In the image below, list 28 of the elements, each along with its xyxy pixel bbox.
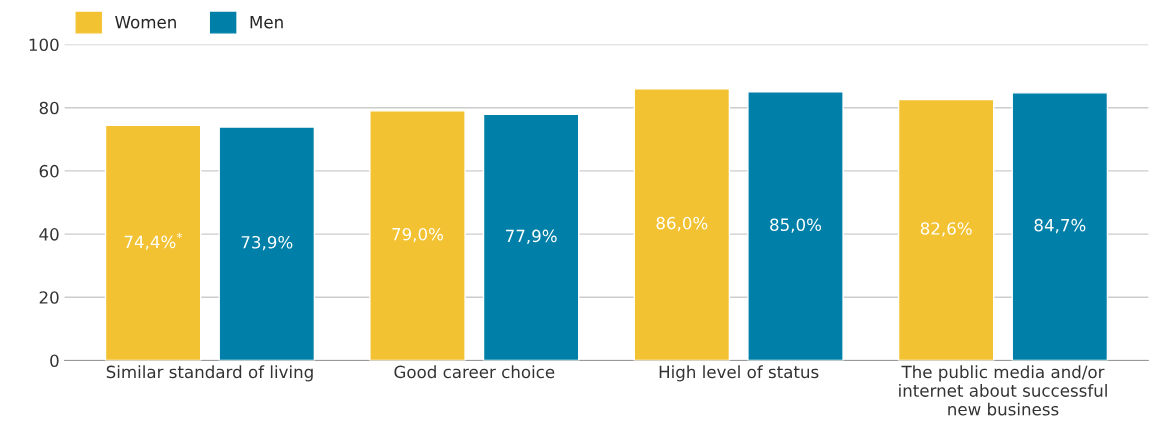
x-tick-label: Similar standard of living bbox=[106, 365, 313, 382]
data-label: 82,6% bbox=[920, 222, 972, 237]
data-label: 85,0% bbox=[770, 218, 822, 233]
bar bbox=[633, 88, 731, 361]
data-label: 77,9% bbox=[506, 229, 557, 244]
data-label: 79,0% bbox=[392, 227, 444, 243]
bar bbox=[897, 98, 995, 361]
y-tick-label: 100 bbox=[29, 38, 59, 52]
legend-label: Men bbox=[250, 16, 283, 29]
bar bbox=[218, 126, 316, 361]
y-tick-label: 20 bbox=[39, 291, 59, 304]
data-label: 74,4%$^{*}$ bbox=[124, 232, 182, 250]
data-label: 73,9% bbox=[241, 235, 293, 251]
data-label: 86,0% bbox=[656, 216, 708, 232]
bar bbox=[369, 110, 466, 361]
x-tick-label: High level of status bbox=[659, 365, 819, 382]
y-tick-label: 0 bbox=[50, 354, 59, 368]
x-tick-label: The public media and/or internet about successful new business bbox=[899, 365, 1107, 416]
legend-label: Women bbox=[115, 16, 176, 29]
bar bbox=[104, 124, 202, 361]
bar bbox=[482, 113, 580, 361]
x-tick-label: Good career choice bbox=[394, 365, 555, 379]
data-label: 84,7% bbox=[1034, 218, 1086, 234]
y-tick-label: 80 bbox=[39, 101, 59, 115]
bar bbox=[747, 91, 844, 361]
y-tick-label: 40 bbox=[39, 228, 59, 241]
y-tick-label: 60 bbox=[39, 164, 59, 178]
bar bbox=[1011, 92, 1109, 361]
